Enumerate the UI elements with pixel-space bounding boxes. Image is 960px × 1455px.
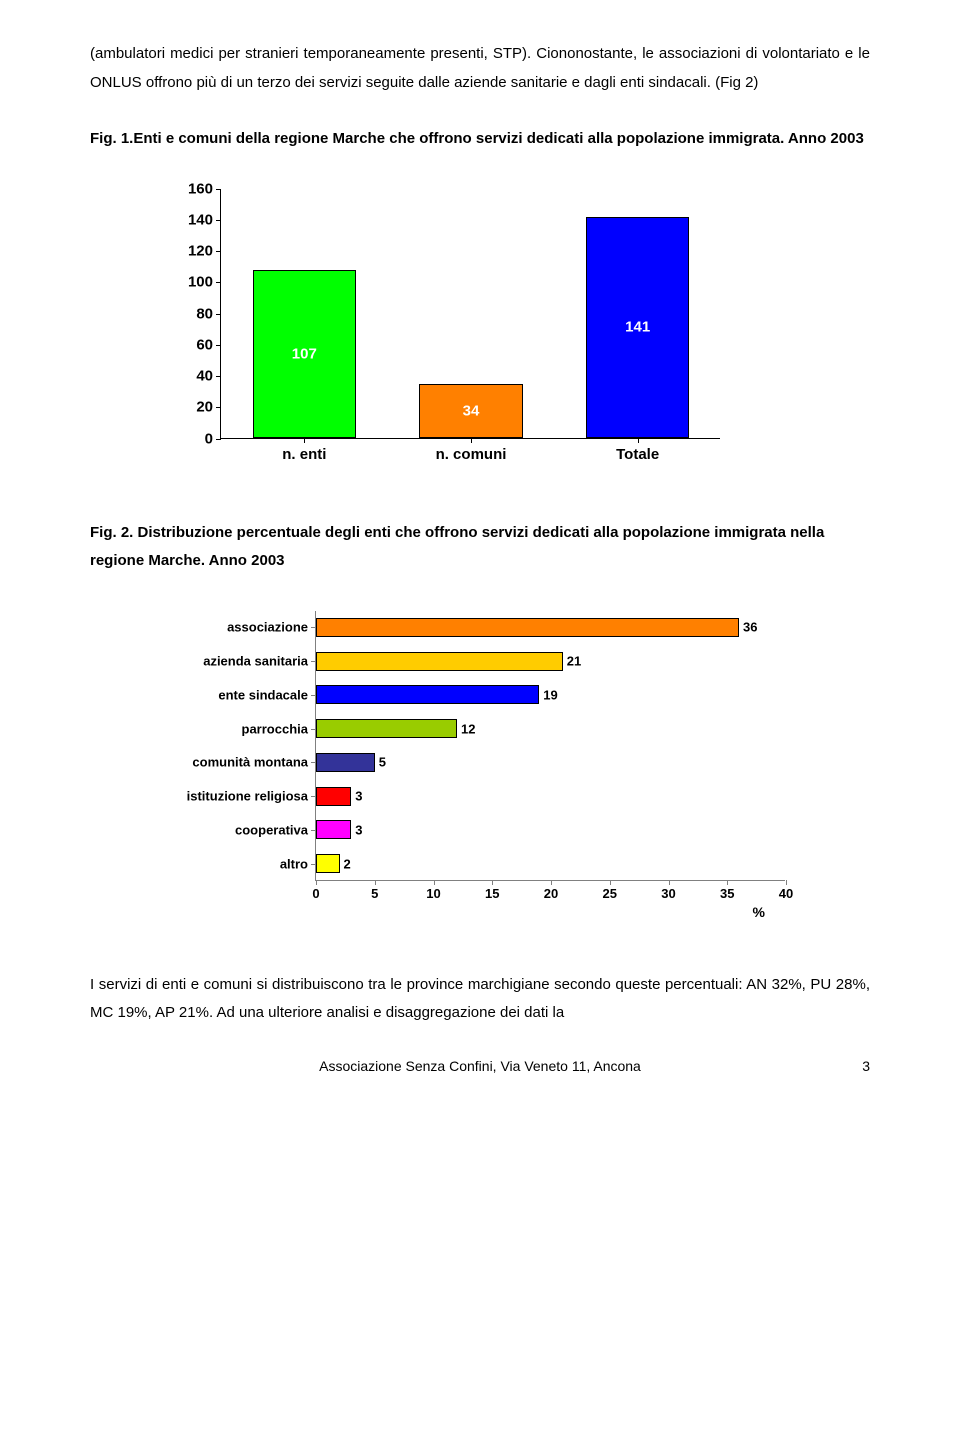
chart1-ytick-mark (216, 251, 221, 252)
chart2-bar: 36 (316, 618, 739, 637)
footer-text: Associazione Senza Confini, Via Veneto 1… (319, 1058, 641, 1074)
chart1-ytick-mark (216, 314, 221, 315)
chart1-bar: 107 (253, 270, 356, 437)
chart2-ytick-mark (311, 762, 316, 763)
chart2-bar-value: 21 (567, 654, 581, 669)
chart2-plot-area: 36associazione21azienda sanitaria19ente … (315, 611, 785, 881)
chart1-plot-area: 020406080100120140160107n. enti34n. comu… (220, 189, 720, 439)
chart2-xaxis-label: % (316, 904, 785, 920)
chart2-category-label: cooperativa (171, 822, 316, 837)
chart1-ytick-label: 100 (171, 274, 221, 291)
chart2-bar-value: 36 (743, 620, 757, 635)
chart1-ytick-mark (216, 376, 221, 377)
chart2-xtick-mark (316, 880, 317, 885)
chart2-bar-value: 12 (461, 721, 475, 736)
chart2-ytick-mark (311, 796, 316, 797)
chart2-xtick-label: 0 (312, 886, 319, 901)
chart1-bar: 34 (419, 384, 522, 437)
chart2-xtick-label: 40 (779, 886, 793, 901)
chart2-ytick-mark (311, 695, 316, 696)
chart2-category-label: parrocchia (171, 721, 316, 736)
chart1-ytick-label: 120 (171, 243, 221, 260)
chart1-bar-value: 34 (420, 402, 521, 419)
chart1-ytick-label: 80 (171, 305, 221, 322)
chart2-category-label: altro (171, 856, 316, 871)
chart2-bar: 19 (316, 685, 539, 704)
chart2-bar-value: 2 (344, 856, 351, 871)
chart2-xtick-label: 30 (661, 886, 675, 901)
chart1-ytick-mark (216, 189, 221, 190)
chart1-ytick-mark (216, 282, 221, 283)
chart2-xtick-mark (669, 880, 670, 885)
chart1-bar-value: 141 (587, 319, 688, 336)
chart1-xtick-mark (304, 438, 305, 443)
chart2-bar: 3 (316, 787, 351, 806)
figure1-caption: Fig. 1.Enti e comuni della regione March… (90, 125, 870, 154)
chart2-xtick-mark (375, 880, 376, 885)
page-number: 3 (862, 1058, 870, 1074)
chart2-bar-value: 3 (355, 789, 362, 804)
chart1-ytick-mark (216, 345, 221, 346)
chart1-ytick-mark (216, 439, 221, 440)
chart2-xtick-mark (434, 880, 435, 885)
closing-paragraph: I servizi di enti e comuni si distribuis… (90, 971, 870, 1028)
chart2-container: 36associazione21azienda sanitaria19ente … (90, 611, 870, 921)
chart2-xtick-label: 20 (544, 886, 558, 901)
chart1-category-label: Totale (554, 446, 721, 463)
chart1-bar-value: 107 (254, 345, 355, 362)
chart2-category-label: istituzione religiosa (171, 789, 316, 804)
chart2-category-label: associazione (171, 620, 316, 635)
figure2-caption: Fig. 2. Distribuzione percentuale degli … (90, 519, 870, 576)
chart2-xtick-mark (786, 880, 787, 885)
chart1-category-label: n. enti (221, 446, 388, 463)
chart2: 36associazione21azienda sanitaria19ente … (170, 611, 790, 921)
chart2-bar-value: 3 (355, 822, 362, 837)
chart1-ytick-label: 160 (171, 180, 221, 197)
chart1-category-label: n. comuni (388, 446, 555, 463)
chart1-ytick-label: 20 (171, 399, 221, 416)
chart1-ytick-mark (216, 407, 221, 408)
chart1-bar: 141 (586, 217, 689, 437)
chart2-ytick-mark (311, 729, 316, 730)
chart2-ytick-mark (311, 627, 316, 628)
chart2-category-label: ente sindacale (171, 687, 316, 702)
chart2-xtick-label: 10 (426, 886, 440, 901)
chart2-bar-value: 5 (379, 755, 386, 770)
chart2-bar: 2 (316, 854, 340, 873)
chart1-container: 020406080100120140160107n. enti34n. comu… (90, 189, 870, 469)
chart1-ytick-label: 140 (171, 211, 221, 228)
chart2-ytick-mark (311, 661, 316, 662)
chart1-xtick-mark (638, 438, 639, 443)
intro-paragraph: (ambulatori medici per stranieri tempora… (90, 40, 870, 97)
chart2-category-label: azienda sanitaria (171, 654, 316, 669)
chart2-bar-value: 19 (543, 687, 557, 702)
chart2-xtick-mark (610, 880, 611, 885)
chart2-xtick-label: 15 (485, 886, 499, 901)
chart2-bar: 21 (316, 652, 563, 671)
chart1-ytick-mark (216, 220, 221, 221)
chart1-ytick-label: 40 (171, 368, 221, 385)
chart1-xtick-mark (471, 438, 472, 443)
chart2-xtick-label: 5 (371, 886, 378, 901)
chart2-ytick-mark (311, 864, 316, 865)
chart2-bar: 5 (316, 753, 375, 772)
chart2-category-label: comunità montana (171, 755, 316, 770)
chart1-ytick-label: 0 (171, 430, 221, 447)
chart2-xtick-mark (551, 880, 552, 885)
chart2-ytick-mark (311, 830, 316, 831)
chart2-bar: 3 (316, 820, 351, 839)
chart1-ytick-label: 60 (171, 336, 221, 353)
chart2-xtick-mark (492, 880, 493, 885)
chart1: 020406080100120140160107n. enti34n. comu… (170, 189, 730, 469)
chart2-xtick-label: 35 (720, 886, 734, 901)
chart2-xtick-mark (727, 880, 728, 885)
chart2-xtick-label: 25 (603, 886, 617, 901)
chart2-bar: 12 (316, 719, 457, 738)
page-footer: Associazione Senza Confini, Via Veneto 1… (90, 1058, 870, 1074)
